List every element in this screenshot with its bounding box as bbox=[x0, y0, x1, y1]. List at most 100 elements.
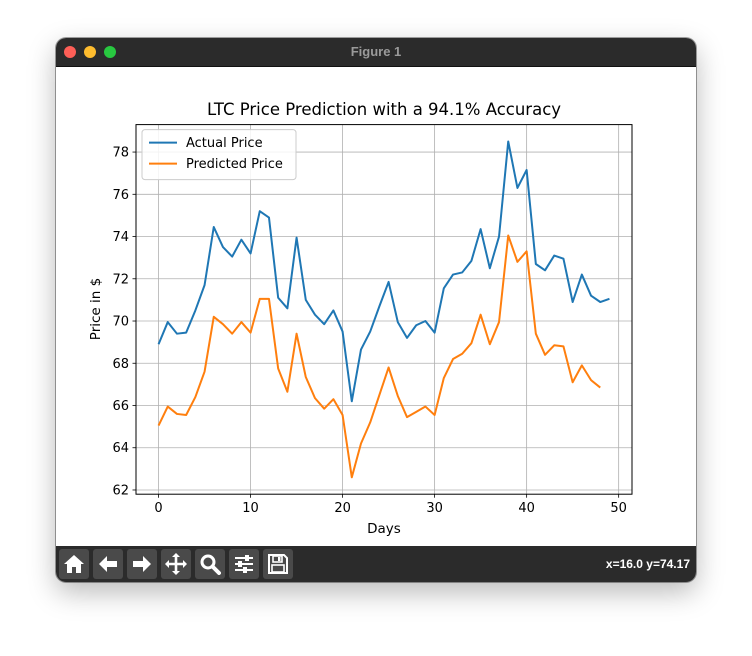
figure-canvas[interactable]: 0 10 20 30 40 50 62 64 66 68 70 72 74 76 78 LTC Price … bbox=[56, 67, 696, 547]
data-point bbox=[525, 169, 527, 171]
y-tick-label: 62 bbox=[112, 483, 129, 498]
data-point bbox=[360, 442, 362, 444]
data-point bbox=[323, 407, 325, 409]
home-button[interactable] bbox=[59, 549, 89, 579]
data-point bbox=[571, 301, 573, 303]
data-point bbox=[433, 414, 435, 416]
data-point bbox=[581, 364, 583, 366]
data-point bbox=[424, 405, 426, 407]
cursor-coordinates: x=16.0 y=74.17 bbox=[605, 557, 690, 571]
back-arrow-icon bbox=[99, 556, 117, 572]
y-tick-label: 76 bbox=[112, 188, 129, 203]
data-point bbox=[332, 398, 334, 400]
data-point bbox=[452, 273, 454, 275]
forward-button[interactable] bbox=[127, 549, 157, 579]
y-axis-label: Price in $ bbox=[88, 278, 104, 340]
y-tick-label: 70 bbox=[112, 315, 129, 330]
data-point bbox=[157, 424, 159, 426]
x-tick-label: 10 bbox=[242, 501, 259, 516]
data-point bbox=[397, 321, 399, 323]
data-point bbox=[277, 367, 279, 369]
legend-box bbox=[141, 129, 297, 181]
pan-button[interactable] bbox=[161, 549, 191, 579]
home-icon bbox=[64, 555, 84, 573]
data-point bbox=[157, 343, 159, 345]
data-point bbox=[295, 236, 297, 238]
data-point bbox=[443, 287, 445, 289]
data-point bbox=[259, 298, 261, 300]
data-point bbox=[397, 395, 399, 397]
data-point bbox=[562, 345, 564, 347]
series-line-predicted-price bbox=[157, 234, 601, 479]
y-tick-label: 78 bbox=[112, 146, 129, 161]
y-tick-label: 64 bbox=[112, 441, 129, 456]
data-point bbox=[571, 381, 573, 383]
data-point bbox=[507, 140, 509, 142]
data-point bbox=[305, 376, 307, 378]
data-point bbox=[415, 411, 417, 413]
data-point bbox=[222, 246, 224, 248]
data-point bbox=[581, 273, 583, 275]
window-title: Figure 1 bbox=[350, 44, 402, 59]
back-button[interactable] bbox=[93, 549, 123, 579]
data-point bbox=[268, 216, 270, 218]
x-tick-label: 0 bbox=[154, 501, 162, 516]
data-point bbox=[553, 254, 555, 256]
data-point bbox=[599, 386, 601, 388]
axis-ticks: 0 10 20 30 40 50 62 64 66 68 70 72 74 76 78 bbox=[112, 146, 626, 517]
chart-title: LTC Price Prediction with a 94.1% Accura… bbox=[207, 100, 561, 119]
data-point bbox=[213, 226, 215, 228]
data-point bbox=[249, 331, 251, 333]
data-point bbox=[341, 414, 343, 416]
data-point bbox=[516, 187, 518, 189]
data-point bbox=[525, 250, 527, 252]
data-point bbox=[387, 281, 389, 283]
save-button[interactable] bbox=[263, 549, 293, 579]
data-point bbox=[351, 476, 353, 478]
data-point bbox=[286, 307, 288, 309]
configure-subplots-icon bbox=[235, 555, 253, 573]
data-point bbox=[341, 330, 343, 332]
minimize-window-button[interactable] bbox=[84, 46, 96, 58]
data-point bbox=[167, 321, 169, 323]
data-point bbox=[240, 239, 242, 241]
line-chart[interactable]: 0 10 20 30 40 50 62 64 66 68 70 72 74 76 78 LTC Price … bbox=[56, 67, 696, 547]
data-point bbox=[461, 271, 463, 273]
data-point bbox=[351, 400, 353, 402]
series-lines bbox=[157, 140, 610, 479]
axes-frame bbox=[135, 124, 633, 495]
x-tick-label: 40 bbox=[518, 501, 535, 516]
data-point bbox=[314, 313, 316, 315]
data-point bbox=[249, 252, 251, 254]
data-point bbox=[176, 332, 178, 334]
navigation-toolbar: x=16.0 y=74.17 bbox=[56, 546, 696, 582]
series-line-actual-price bbox=[157, 140, 610, 403]
data-point bbox=[286, 391, 288, 393]
close-window-button[interactable] bbox=[64, 46, 76, 58]
configure-subplots-button[interactable] bbox=[229, 549, 259, 579]
data-point bbox=[535, 263, 537, 265]
zoom-icon bbox=[200, 554, 221, 575]
data-point bbox=[562, 258, 564, 260]
pan-icon bbox=[165, 553, 187, 575]
data-point bbox=[544, 269, 546, 271]
legend-label: Actual Price bbox=[186, 136, 263, 151]
data-point bbox=[424, 320, 426, 322]
data-point bbox=[590, 294, 592, 296]
data-point bbox=[470, 342, 472, 344]
data-point bbox=[590, 379, 592, 381]
legend-label: Predicted Price bbox=[186, 157, 283, 172]
data-point bbox=[231, 332, 233, 334]
maximize-window-button[interactable] bbox=[104, 46, 116, 58]
zoom-button[interactable] bbox=[195, 549, 225, 579]
data-point bbox=[378, 394, 380, 396]
data-point bbox=[553, 344, 555, 346]
y-tick-label: 72 bbox=[112, 272, 129, 287]
y-tick-label: 68 bbox=[112, 357, 129, 372]
data-point bbox=[360, 348, 362, 350]
data-point bbox=[406, 416, 408, 418]
data-point bbox=[443, 377, 445, 379]
data-point bbox=[452, 358, 454, 360]
y-tick-label: 66 bbox=[112, 399, 129, 414]
data-point bbox=[222, 323, 224, 325]
